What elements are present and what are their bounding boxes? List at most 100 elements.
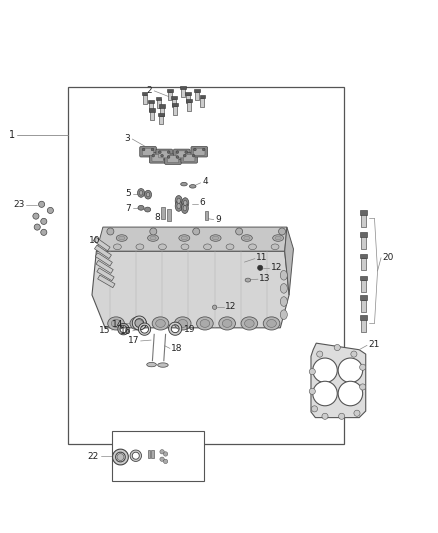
- Polygon shape: [311, 343, 366, 418]
- Circle shape: [279, 228, 286, 235]
- Text: 15: 15: [99, 326, 110, 335]
- Bar: [200, 95, 205, 99]
- FancyBboxPatch shape: [194, 148, 205, 155]
- Text: 8: 8: [154, 213, 160, 222]
- Bar: [180, 86, 186, 89]
- Ellipse shape: [200, 319, 210, 327]
- Ellipse shape: [241, 317, 258, 330]
- Ellipse shape: [148, 235, 159, 241]
- FancyBboxPatch shape: [165, 154, 181, 165]
- Bar: [205, 211, 208, 220]
- Ellipse shape: [197, 317, 213, 330]
- Ellipse shape: [245, 278, 251, 282]
- Bar: [194, 89, 200, 92]
- Circle shape: [334, 344, 340, 351]
- Bar: [142, 92, 147, 95]
- Ellipse shape: [223, 319, 232, 327]
- Ellipse shape: [145, 190, 152, 199]
- Ellipse shape: [280, 270, 287, 280]
- Bar: [151, 450, 154, 458]
- Ellipse shape: [181, 236, 187, 240]
- Circle shape: [309, 388, 315, 394]
- Bar: [195, 92, 199, 101]
- Bar: [148, 450, 150, 458]
- FancyBboxPatch shape: [191, 147, 208, 157]
- Bar: [186, 92, 191, 95]
- Bar: [156, 96, 162, 100]
- Circle shape: [360, 384, 366, 390]
- Ellipse shape: [244, 236, 250, 240]
- Text: 22: 22: [88, 451, 99, 461]
- Ellipse shape: [179, 235, 190, 241]
- Circle shape: [107, 228, 114, 235]
- Bar: [187, 99, 192, 102]
- Bar: [168, 92, 172, 100]
- Ellipse shape: [183, 206, 187, 211]
- Bar: [360, 210, 367, 215]
- Bar: [96, 260, 113, 273]
- Ellipse shape: [174, 317, 191, 330]
- Ellipse shape: [111, 319, 121, 327]
- Bar: [361, 319, 366, 332]
- Ellipse shape: [108, 317, 124, 330]
- Bar: [93, 237, 110, 251]
- FancyBboxPatch shape: [152, 155, 163, 161]
- Bar: [156, 99, 160, 108]
- Bar: [112, 431, 204, 481]
- FancyBboxPatch shape: [184, 155, 195, 161]
- Bar: [161, 207, 165, 219]
- Text: 20: 20: [382, 253, 393, 262]
- Ellipse shape: [180, 182, 187, 186]
- Circle shape: [167, 151, 170, 154]
- Text: 9: 9: [215, 215, 221, 224]
- Bar: [68, 87, 344, 444]
- Circle shape: [176, 151, 179, 154]
- Text: 16: 16: [120, 327, 131, 336]
- Circle shape: [354, 410, 360, 416]
- Circle shape: [212, 305, 217, 310]
- Bar: [361, 300, 366, 312]
- Circle shape: [339, 413, 345, 419]
- Ellipse shape: [249, 244, 257, 249]
- Ellipse shape: [184, 200, 187, 206]
- Ellipse shape: [181, 244, 189, 249]
- Circle shape: [163, 459, 168, 464]
- Circle shape: [184, 155, 186, 157]
- Bar: [173, 106, 177, 115]
- Text: 5: 5: [126, 189, 131, 198]
- Circle shape: [41, 219, 47, 224]
- Ellipse shape: [175, 196, 182, 206]
- Ellipse shape: [159, 244, 166, 249]
- Text: 13: 13: [259, 274, 271, 283]
- Circle shape: [313, 358, 337, 383]
- Bar: [360, 315, 367, 320]
- Circle shape: [309, 368, 315, 375]
- Ellipse shape: [147, 362, 156, 367]
- Bar: [172, 96, 177, 99]
- Ellipse shape: [244, 319, 254, 327]
- Circle shape: [142, 148, 145, 151]
- Ellipse shape: [158, 363, 168, 367]
- Text: 1: 1: [9, 130, 15, 140]
- Ellipse shape: [130, 317, 147, 330]
- Circle shape: [167, 156, 170, 158]
- Ellipse shape: [280, 297, 287, 306]
- Circle shape: [150, 228, 157, 235]
- Bar: [361, 258, 366, 270]
- Ellipse shape: [152, 317, 169, 330]
- Bar: [201, 98, 204, 107]
- Circle shape: [258, 265, 263, 270]
- Bar: [187, 102, 191, 110]
- Circle shape: [338, 358, 363, 383]
- Bar: [97, 268, 114, 281]
- Bar: [148, 100, 154, 103]
- Text: 12: 12: [225, 302, 237, 311]
- Ellipse shape: [219, 317, 236, 330]
- Ellipse shape: [280, 310, 287, 319]
- Text: 17: 17: [128, 336, 139, 345]
- Bar: [159, 116, 163, 124]
- FancyBboxPatch shape: [140, 147, 156, 157]
- Text: 6: 6: [199, 198, 205, 207]
- Circle shape: [117, 454, 124, 461]
- Ellipse shape: [119, 236, 125, 240]
